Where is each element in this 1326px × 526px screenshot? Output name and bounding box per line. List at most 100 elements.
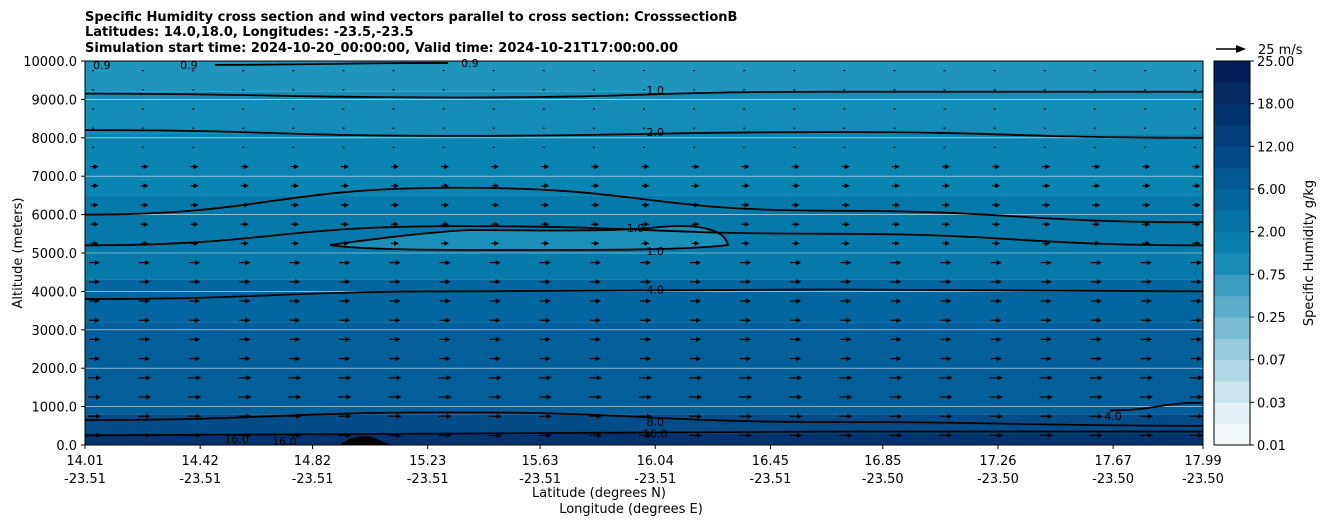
wind-vector-head xyxy=(996,279,1002,285)
wind-vector-head xyxy=(697,394,703,400)
wind-vector-head xyxy=(945,240,951,246)
wind-vector-head xyxy=(193,183,199,189)
wind-vector-head xyxy=(647,413,652,419)
contour-line xyxy=(85,225,1203,247)
wind-vector-head xyxy=(1195,202,1201,208)
wind-vector-head xyxy=(794,164,800,170)
wind-vector-head xyxy=(143,221,149,227)
wind-vector-head xyxy=(243,202,249,208)
wind-vector-head xyxy=(396,394,402,400)
y-tick-label: 3000.0 xyxy=(32,324,78,339)
contour-label: 1.0 xyxy=(646,245,664,258)
wind-vector-head xyxy=(1097,432,1103,438)
wind-vector-head xyxy=(744,202,750,208)
y-tick-label: 4000.0 xyxy=(32,285,78,300)
colorbar-tick-label: 0.07 xyxy=(1257,354,1286,369)
wind-vector-head xyxy=(747,432,753,438)
wind-vector-head xyxy=(446,413,452,419)
wind-vector-head xyxy=(744,183,750,189)
wind-vector-head xyxy=(195,356,201,362)
wind-vector-head xyxy=(746,336,752,342)
wind-vector-head xyxy=(796,336,802,342)
wind-vector-head xyxy=(747,394,753,400)
wind-vector-head xyxy=(396,432,402,438)
humidity-band xyxy=(85,61,1203,92)
wind-vector-head xyxy=(947,394,953,400)
wind-vector-head xyxy=(996,317,1002,323)
wind-vector-head xyxy=(696,298,702,304)
wind-vector-head xyxy=(1198,375,1203,381)
wind-vector-head xyxy=(796,356,802,362)
wind-vector-head xyxy=(495,260,501,266)
wind-vector-head xyxy=(444,240,450,246)
humidity-band xyxy=(85,433,1203,445)
wind-vector-head xyxy=(293,202,299,208)
wind-vector-head xyxy=(545,317,551,323)
wind-vector-head xyxy=(196,413,202,419)
wind-vector-head xyxy=(546,413,552,419)
wind-vector-head xyxy=(747,413,753,419)
wind-vector-head xyxy=(495,317,501,323)
wind-vector-head xyxy=(844,202,850,208)
wind-vector-head xyxy=(245,279,251,285)
wind-vector-head xyxy=(295,317,301,323)
wind-vector-head xyxy=(897,394,903,400)
wind-vector-head xyxy=(195,298,201,304)
wind-vector-head xyxy=(647,375,652,381)
wind-vector-head xyxy=(95,336,100,342)
wind-vector-head xyxy=(946,260,952,266)
colorbar-segment xyxy=(1214,402,1250,425)
y-tick-label: 0.0 xyxy=(56,439,77,454)
wind-vector-head xyxy=(1145,240,1151,246)
wind-vector-head xyxy=(1145,164,1151,170)
colorbar-segment xyxy=(1214,189,1250,211)
wind-vector-head xyxy=(495,279,501,285)
wind-vector-head xyxy=(1147,394,1153,400)
wind-vector-head xyxy=(647,432,652,438)
wind-vector-head xyxy=(1147,413,1153,419)
colorbar-tick-label: 0.25 xyxy=(1257,311,1286,326)
wind-vector-head xyxy=(193,221,199,227)
wind-vector-head xyxy=(847,375,853,381)
colorbar: 0.01 0.03 0.07 0.25 0.75 2.00 6.00 12.00 18.00 25… xyxy=(1213,55,1294,454)
wind-vector-head xyxy=(1195,221,1201,227)
wind-vector-head xyxy=(1095,221,1101,227)
wind-vector-head xyxy=(1046,356,1052,362)
wind-vector-head xyxy=(1146,356,1152,362)
x-tick-label-lon: -23.51 xyxy=(64,472,106,487)
wind-vector-head xyxy=(1097,375,1103,381)
x-tick-label-lon: -23.50 xyxy=(1182,472,1224,487)
colorbar-segment xyxy=(1214,103,1250,126)
wind-vector-head xyxy=(545,298,551,304)
wind-vector-head xyxy=(846,317,852,323)
wind-vector-head xyxy=(744,221,750,227)
wind-vector-head xyxy=(896,356,902,362)
wind-vector-head xyxy=(145,336,151,342)
wind-vector-head xyxy=(746,279,752,285)
wind-vector-head xyxy=(343,202,349,208)
wind-vector-head xyxy=(544,240,550,246)
title-line: Latitudes: 14.0,18.0, Longitudes: -23.5,… xyxy=(85,25,414,40)
wind-vector-head xyxy=(1146,317,1152,323)
wind-vector-head xyxy=(395,317,401,323)
wind-vector-head xyxy=(445,356,451,362)
contour-labels: 0.9 0.9 0.91.02.01.01.04.08.016.016.0 16.04… xyxy=(93,57,1122,448)
contour-label: 16.0 xyxy=(224,433,249,446)
colorbar-tick-label: 25.00 xyxy=(1257,55,1294,70)
wind-vector-head xyxy=(646,260,651,266)
wind-vector-head xyxy=(445,298,451,304)
contour-line xyxy=(85,186,1203,224)
wind-vector-head xyxy=(894,240,900,246)
wind-vector-head xyxy=(894,221,900,227)
wind-vector-head xyxy=(544,202,550,208)
wind-vectors xyxy=(88,69,1203,438)
wind-vector-head xyxy=(445,260,451,266)
wind-vector-head xyxy=(1095,202,1101,208)
wind-vector-head xyxy=(797,413,803,419)
wind-vector-head xyxy=(246,413,252,419)
wind-vector-head xyxy=(246,394,252,400)
wind-vector-head xyxy=(296,375,302,381)
wind-vector-head xyxy=(647,394,652,400)
contour-label: 16.0 xyxy=(272,435,297,448)
wind-vector-head xyxy=(847,432,853,438)
